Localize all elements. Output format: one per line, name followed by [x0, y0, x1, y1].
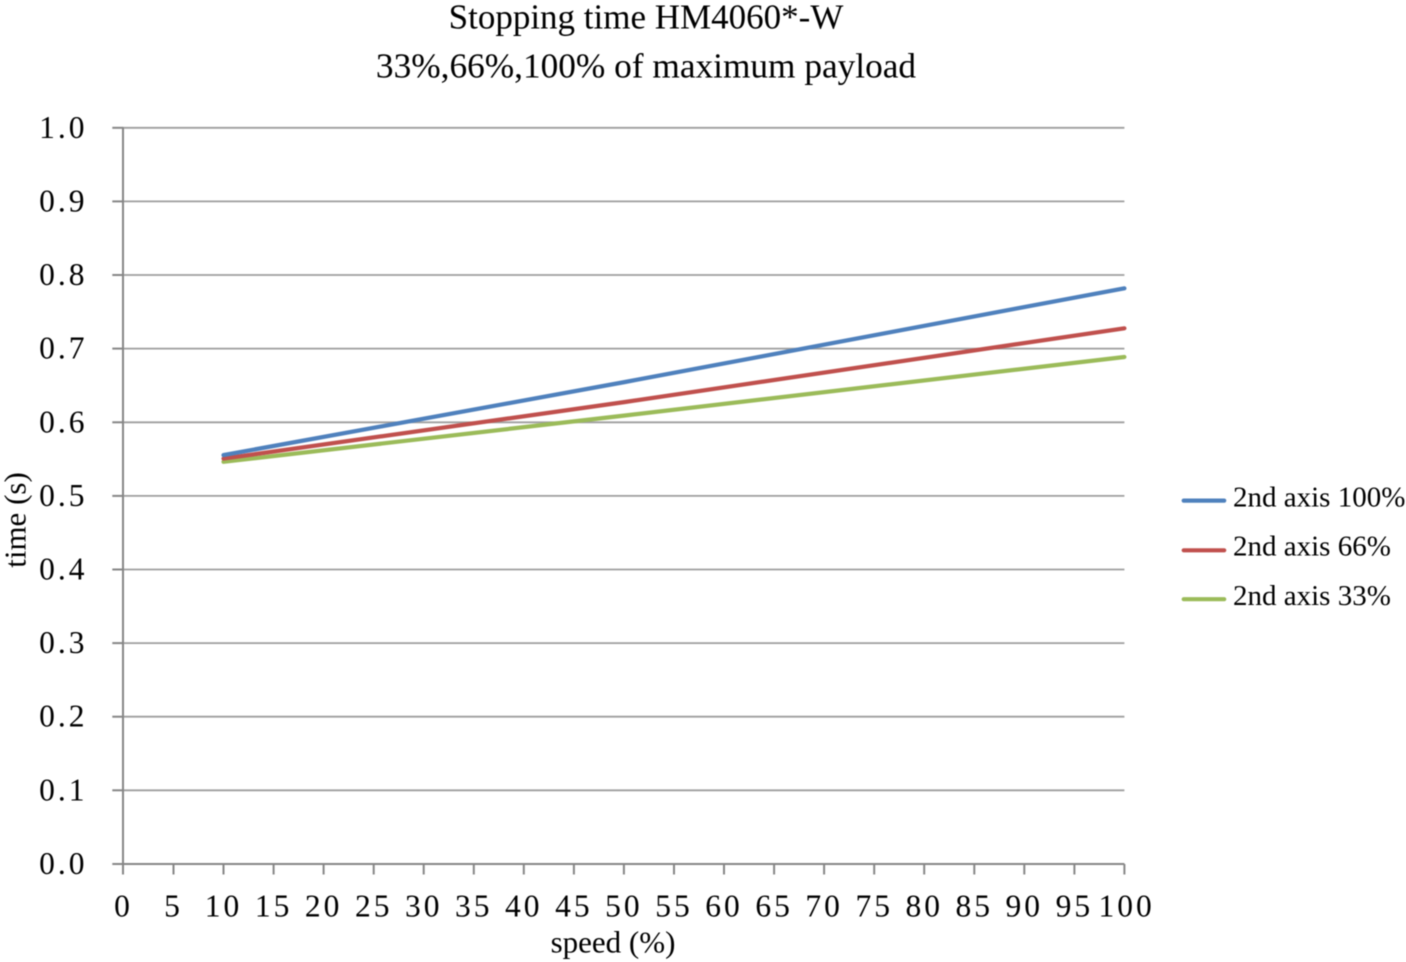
svg-text:10: 10	[205, 888, 243, 923]
svg-text:55: 55	[655, 888, 693, 923]
svg-text:25: 25	[355, 888, 393, 923]
svg-text:75: 75	[855, 888, 893, 923]
svg-text:0.3: 0.3	[39, 625, 87, 660]
svg-text:40: 40	[505, 888, 543, 923]
svg-text:0: 0	[114, 888, 133, 923]
svg-text:0.4: 0.4	[39, 552, 87, 587]
svg-text:0.6: 0.6	[39, 404, 87, 439]
svg-text:35: 35	[455, 888, 493, 923]
svg-text:60: 60	[705, 888, 743, 923]
svg-text:0.7: 0.7	[39, 331, 87, 366]
svg-text:0.2: 0.2	[39, 699, 87, 734]
svg-text:time (s): time (s)	[0, 472, 33, 568]
svg-text:0.8: 0.8	[39, 257, 87, 292]
svg-text:100: 100	[1098, 888, 1154, 923]
svg-text:95: 95	[1056, 888, 1094, 923]
svg-text:speed (%): speed (%)	[551, 924, 676, 959]
svg-text:30: 30	[405, 888, 443, 923]
svg-text:80: 80	[905, 888, 943, 923]
svg-text:Stopping time HM4060*-W: Stopping time HM4060*-W	[449, 0, 844, 37]
svg-text:5: 5	[164, 888, 183, 923]
svg-text:2nd axis 66%: 2nd axis 66%	[1233, 531, 1391, 563]
svg-text:2nd axis 33%: 2nd axis 33%	[1233, 580, 1391, 612]
svg-text:0.9: 0.9	[39, 183, 87, 218]
svg-text:70: 70	[805, 888, 843, 923]
svg-text:90: 90	[1006, 888, 1044, 923]
svg-text:0.1: 0.1	[39, 772, 87, 807]
svg-text:45: 45	[555, 888, 593, 923]
svg-text:0.0: 0.0	[39, 846, 87, 881]
svg-text:1.0: 1.0	[39, 110, 87, 145]
svg-text:33%,66%,100% of maximum payloa: 33%,66%,100% of maximum payload	[376, 46, 916, 85]
svg-text:85: 85	[956, 888, 994, 923]
svg-text:0.5: 0.5	[39, 478, 87, 513]
svg-text:20: 20	[305, 888, 343, 923]
svg-text:2nd axis 100%: 2nd axis 100%	[1233, 482, 1405, 514]
svg-text:65: 65	[755, 888, 793, 923]
svg-text:50: 50	[605, 888, 643, 923]
svg-text:15: 15	[255, 888, 293, 923]
